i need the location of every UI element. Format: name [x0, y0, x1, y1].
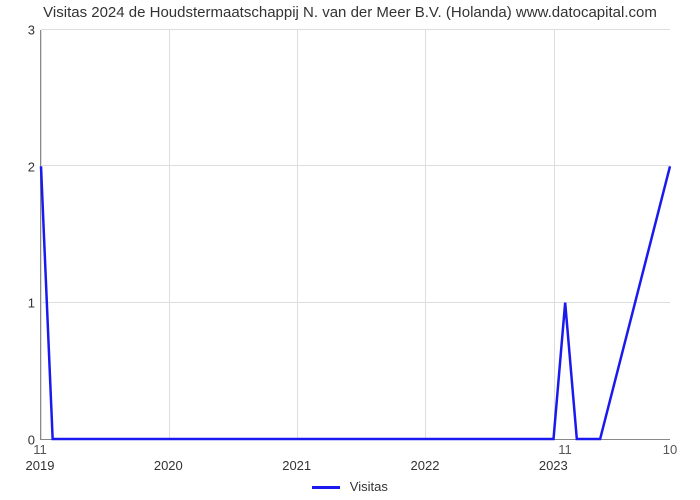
plot-area	[40, 30, 670, 440]
y-tick-3: 3	[5, 23, 35, 38]
legend-label: Visitas	[350, 479, 388, 494]
x-value-label: 10	[663, 442, 677, 457]
x-value-label: 11	[558, 442, 572, 457]
x-tick-2019: 2019	[26, 458, 55, 473]
x-tick-2020: 2020	[154, 458, 183, 473]
y-tick-1: 1	[5, 296, 35, 311]
series-line	[41, 30, 670, 439]
x-tick-2023: 2023	[539, 458, 568, 473]
x-value-label: 11	[33, 442, 47, 457]
y-tick-0: 0	[5, 433, 35, 448]
x-tick-2021: 2021	[282, 458, 311, 473]
legend-swatch	[312, 486, 340, 489]
line-chart: Visitas 2024 de Houdstermaatschappij N. …	[0, 0, 700, 500]
y-tick-2: 2	[5, 159, 35, 174]
chart-title: Visitas 2024 de Houdstermaatschappij N. …	[0, 4, 700, 21]
legend: Visitas	[0, 479, 700, 494]
x-tick-2022: 2022	[411, 458, 440, 473]
